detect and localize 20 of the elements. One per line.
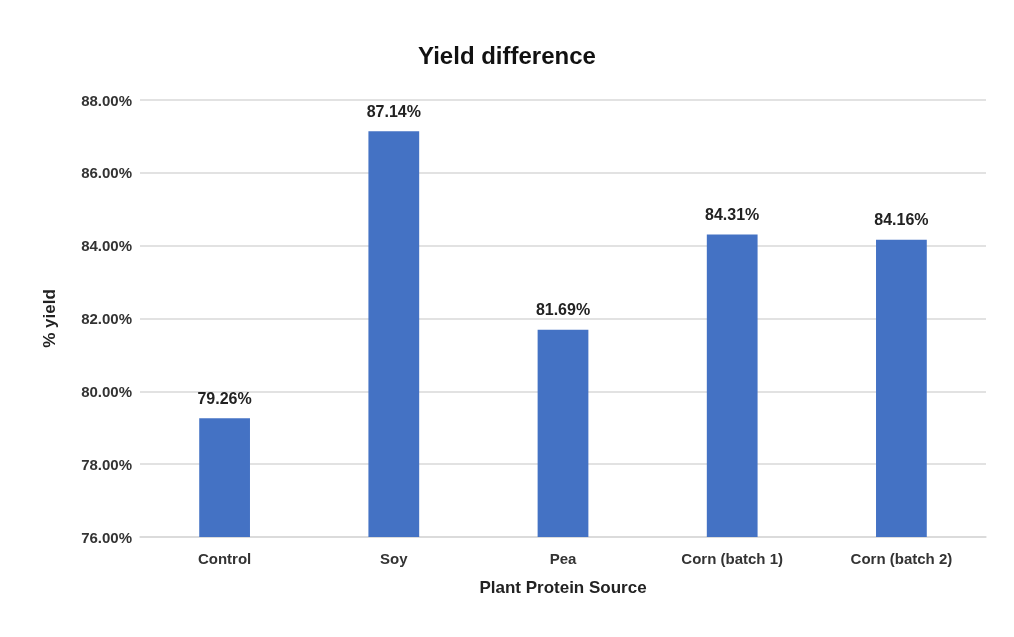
x-tick-label: Corn (batch 2): [850, 550, 953, 567]
y-tick-label: 84.00%: [81, 237, 132, 255]
y-axis-title: % yield: [40, 289, 59, 348]
data-label: 87.14%: [366, 102, 421, 120]
data-label: 79.26%: [197, 389, 252, 407]
y-tick-label: 76.00%: [81, 528, 132, 546]
chart-title: Yield difference: [418, 41, 596, 69]
data-label: 84.16%: [874, 211, 929, 229]
y-tick-label: 88.00%: [81, 91, 132, 109]
y-tick-label: 78.00%: [81, 455, 132, 473]
y-tick-label: 82.00%: [81, 310, 132, 327]
x-tick-label: Corn (batch 1): [681, 550, 784, 567]
y-tick-label: 80.00%: [81, 382, 132, 400]
x-tick-label: Pea: [549, 550, 577, 567]
x-tick-label: Soy: [380, 550, 409, 567]
x-tick-label: Control: [197, 550, 252, 567]
y-tick-label: 86.00%: [81, 164, 132, 182]
x-axis-title: Plant Protein Source: [479, 578, 647, 597]
data-label: 84.31%: [705, 205, 760, 223]
data-label: 81.69%: [535, 301, 591, 319]
